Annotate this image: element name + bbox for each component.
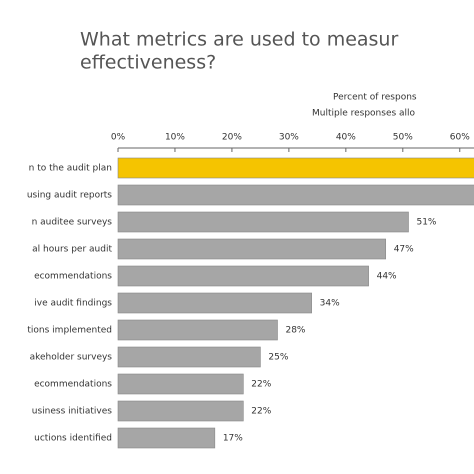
x-tick-label: 0% — [111, 133, 126, 143]
axis-title: Percent of respons — [333, 93, 417, 103]
category-label: ecommendations — [34, 272, 112, 282]
x-tick-label: 50% — [393, 133, 413, 143]
value-label: 34% — [320, 299, 340, 309]
bar — [117, 184, 474, 206]
category-label: usiness initiatives — [32, 407, 113, 417]
x-tick-label: 40% — [336, 133, 356, 143]
bar — [117, 346, 261, 368]
value-label: 25% — [268, 353, 288, 363]
category-label: using audit reports — [27, 191, 112, 201]
category-label: n to the audit plan — [29, 164, 112, 174]
chart-title: effectiveness? — [80, 52, 216, 74]
chart-title: What metrics are used to measur — [80, 29, 398, 51]
value-label: 22% — [251, 407, 271, 417]
value-label: 44% — [377, 272, 397, 282]
bar — [117, 211, 409, 233]
bar — [117, 400, 244, 422]
x-tick-label: 20% — [222, 133, 242, 143]
category-label: uctions identified — [34, 434, 112, 444]
bar — [117, 292, 312, 314]
category-label: akeholder surveys — [30, 353, 113, 363]
x-tick-label: 10% — [165, 133, 185, 143]
value-label: 28% — [285, 326, 305, 336]
x-tick-label: 60% — [450, 133, 470, 143]
bar — [117, 265, 369, 287]
axis-title: Multiple responses allo — [312, 109, 416, 119]
bar — [117, 427, 216, 449]
bar — [117, 319, 278, 341]
bar — [117, 238, 387, 260]
value-label: 51% — [416, 218, 436, 228]
bar — [117, 373, 244, 395]
category-label: n auditee surveys — [32, 218, 113, 228]
value-label: 47% — [394, 245, 414, 255]
category-label: ive audit findings — [34, 299, 112, 309]
value-label: 17% — [223, 434, 243, 444]
value-label: 22% — [251, 380, 271, 390]
category-label: al hours per audit — [32, 245, 112, 255]
bar — [117, 157, 474, 179]
category-label: ecommendations — [34, 380, 112, 390]
x-tick-label: 30% — [279, 133, 299, 143]
category-label: tions implemented — [27, 326, 112, 336]
